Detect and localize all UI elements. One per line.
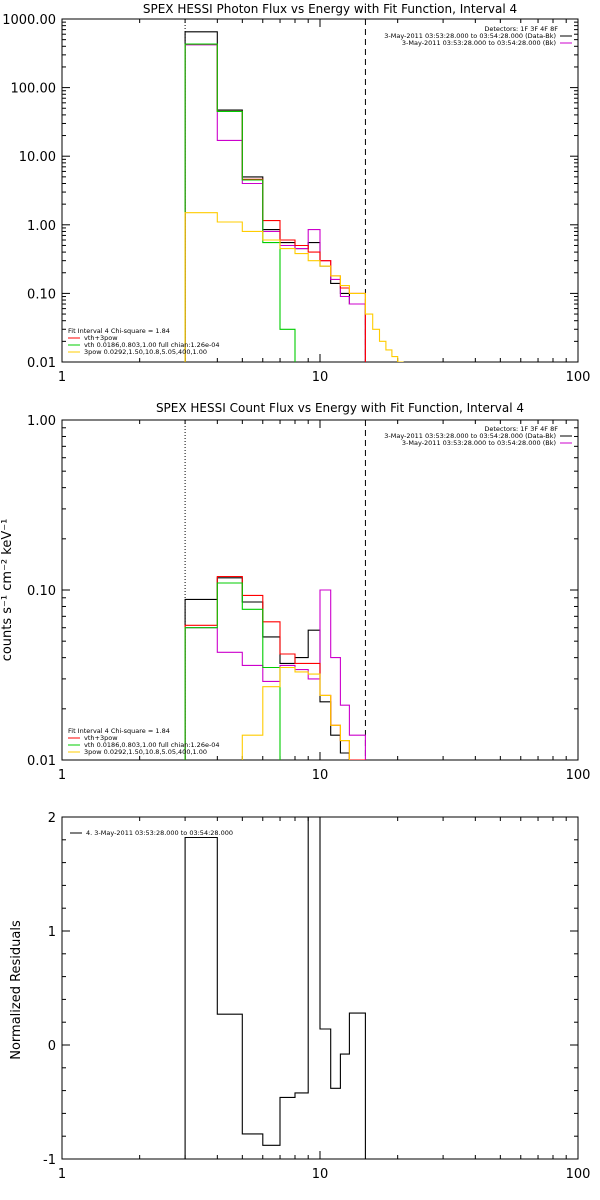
panel2-fit-entry-2: vth 0.0186,0.803,1.00 full chian:1.26e-0… [84,741,220,749]
panel2-ticks [61,419,579,761]
panel1-legend-header: Detectors: 1F 3F 4F 8F [484,25,558,33]
y-tick-label: 0 [48,1039,56,1054]
panel1-legend-entry-2: 3-May-2011 03:53:28.000 to 03:54:28.000 … [402,39,556,47]
panel3-x-tick-labels: 1 10 100 [58,1167,591,1182]
panel2-title: SPEX HESSI Count Flux vs Energy with Fit… [156,401,524,415]
panel1-fit-header: Fit Interval 4 Chi-square = 1.84 [68,327,170,335]
panel2-series [184,420,366,760]
panel-residuals: -1 0 1 2 1 10 100 Normalized Residuals 4. 3-M… [9,811,590,1182]
panel3-legend-entry: 4. 3-May-2011 03:53:28.000 to 03:54:28.0… [86,829,233,837]
panel1-fit-entry-3: 3pow 0.0292,1.50,10.8,5.05,400,1.00 [84,348,207,356]
panel1-title: SPEX HESSI Photon Flux vs Energy with Fi… [143,2,517,16]
y-tick-label: 0.10 [27,287,56,302]
y-tick-label: 1.00 [27,414,56,429]
y-tick-label: 0.01 [27,754,56,769]
panel2-legend-entry-1: 3-May-2011 03:53:28.000 to 03:54:28.000 … [384,432,556,440]
series-bk [184,44,366,362]
y-tick-label: 1 [48,925,56,940]
series-vth [184,582,281,760]
panel1-legend-bottom-left: Fit Interval 4 Chi-square = 1.84 vth+3po… [68,327,220,356]
panel2-fit-entry-1: vth+3pow [84,734,118,742]
panel2-legend-top-right: Detectors: 1F 3F 4F 8F 3-May-2011 03:53:… [384,425,572,447]
panel2-fit-header: Fit Interval 4 Chi-square = 1.84 [68,727,170,735]
y-tick-label: 100.00 [11,82,57,97]
panel-count-flux: SPEX HESSI Count Flux vs Energy with Fit… [0,401,591,783]
series-data-bk [184,577,366,760]
panel2-legend-bottom-left: Fit Interval 4 Chi-square = 1.84 vth+3po… [68,727,220,756]
series-vth [184,43,296,362]
x-tick-label: 10 [312,1167,329,1182]
y-tick-label: 2 [48,811,56,826]
panel1-fit-entry-1: vth+3pow [84,334,118,342]
x-tick-label: 100 [566,768,591,783]
panel1-x-tick-labels: 1 10 100 [58,370,591,385]
panel1-y-tick-labels: 0.01 0.10 1.00 10.00 100.00 1000.00 [2,13,56,371]
panel1-series [184,19,404,362]
y-tick-label: 1.00 [27,219,56,234]
panel1-legend-top-right: Detectors: 1F 3F 4F 8F 3-May-2011 03:53:… [384,25,572,47]
panel2-legend-header: Detectors: 1F 3F 4F 8F [484,425,558,433]
panel3-y-tick-labels: -1 0 1 2 [43,811,56,1168]
x-tick-label: 100 [566,370,591,385]
series-data-bk [184,31,366,362]
panel1-ticks [61,18,579,363]
panel2-legend-entry-2: 3-May-2011 03:53:28.000 to 03:54:28.000 … [402,439,556,447]
panel-photon-flux: SPEX HESSI Photon Flux vs Energy with Fi… [2,2,590,385]
y-tick-label: 0.10 [27,584,56,599]
panel1-frame [61,18,579,363]
series-4-3-may-2011-03-53-28-000-to-03-54-28-000 [184,817,366,1159]
panel1-fit-entry-2: vth 0.0186,0.803,1.00 full chian:1.26e-0… [84,341,220,349]
x-tick-label: 10 [312,370,329,385]
x-tick-label: 1 [58,1167,66,1182]
series-3pow [184,212,404,362]
panel2-y-axis-label: counts s⁻¹ cm⁻² keV⁻¹ [0,519,15,662]
series-vth-3pow [184,575,366,760]
x-tick-label: 1 [58,768,66,783]
x-tick-label: 10 [312,768,329,783]
y-tick-label: -1 [43,1153,56,1168]
x-tick-label: 100 [566,1167,591,1182]
series-3pow [241,666,350,760]
y-tick-label: 0.01 [27,356,56,371]
panel2-y-tick-labels: 0.01 0.10 1.00 [27,414,56,769]
panel3-legend: 4. 3-May-2011 03:53:28.000 to 03:54:28.0… [70,829,233,837]
y-tick-label: 10.00 [19,150,56,165]
panel1-legend-entry-1: 3-May-2011 03:53:28.000 to 03:54:28.000 … [384,32,556,40]
panel3-y-axis-label: Normalized Residuals [9,920,24,1060]
panel2-x-tick-labels: 1 10 100 [58,768,591,783]
y-tick-label: 1000.00 [2,13,56,28]
panel2-fit-entry-3: 3pow 0.0292,1.50,10.8,5.05,400,1.00 [84,748,207,756]
x-tick-label: 1 [58,370,66,385]
panel3-series [184,817,366,1159]
series-bk [184,589,366,760]
